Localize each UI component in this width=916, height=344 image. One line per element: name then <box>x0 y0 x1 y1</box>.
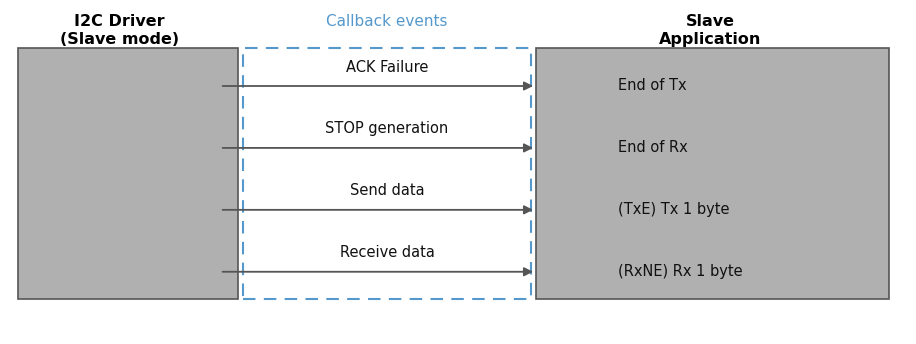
Text: (TxE) Tx 1 byte: (TxE) Tx 1 byte <box>618 202 730 217</box>
Text: I2C Driver
(Slave mode): I2C Driver (Slave mode) <box>60 14 179 47</box>
Text: ACK Failure: ACK Failure <box>346 60 428 75</box>
Text: STOP generation: STOP generation <box>325 121 449 137</box>
Text: Receive data: Receive data <box>340 245 434 260</box>
Bar <box>18 48 238 299</box>
Text: End of Rx: End of Rx <box>618 140 688 155</box>
Text: Send data: Send data <box>350 183 424 198</box>
Bar <box>243 48 531 299</box>
Text: Slave
Application: Slave Application <box>659 14 761 47</box>
Text: End of Tx: End of Tx <box>618 78 687 94</box>
Bar <box>536 48 889 299</box>
Text: (RxNE) Rx 1 byte: (RxNE) Rx 1 byte <box>618 264 743 279</box>
Text: Callback events: Callback events <box>326 14 448 29</box>
